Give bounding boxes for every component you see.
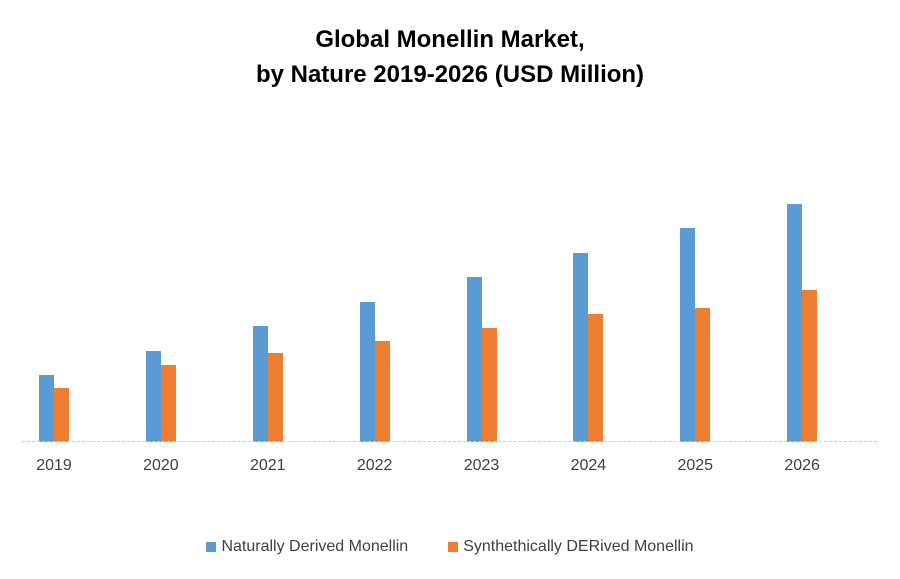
legend-label: Naturally Derived Monellin [221, 538, 409, 555]
x-axis-line [22, 441, 877, 442]
bar-2025-synthetically-derived [695, 308, 711, 442]
bar-2026-naturally-derived [787, 204, 803, 442]
plot-area [22, 130, 877, 442]
bar-2022-synthetically-derived [374, 341, 390, 442]
bar-2026-synthetically-derived [802, 290, 818, 442]
x-tick-label: 2025 [677, 457, 714, 474]
x-tick-label: 2020 [143, 457, 179, 474]
legend-label: Synthethically DERived Monellin [463, 538, 694, 555]
bar-2021-naturally-derived [252, 326, 268, 442]
bar-2019-synthetically-derived [54, 388, 69, 442]
chart-title: Global Monellin Market, by Nature 2019-2… [0, 22, 900, 92]
chart-title-line-1: Global Monellin Market, [315, 26, 585, 53]
chart-title-line-2: by Nature 2019-2026 (USD Million) [255, 61, 645, 88]
x-tick-label: 2023 [463, 457, 500, 474]
legend-swatch-orange [448, 542, 459, 552]
legend-swatch-blue [206, 542, 217, 552]
x-tick-label: 2026 [784, 457, 820, 474]
bar-2024-naturally-derived [573, 253, 589, 442]
bar-2021-synthetically-derived [267, 353, 283, 442]
bar-2023-synthetically-derived [481, 328, 497, 442]
bar-2023-naturally-derived [466, 277, 482, 442]
x-tick-label: 2024 [570, 457, 607, 474]
x-tick-label: 2022 [356, 457, 393, 474]
legend-item-synthetically-derived: Synthethically DERived Monellin [448, 538, 694, 556]
x-tick-label: 2019 [36, 457, 72, 474]
bar-2019-naturally-derived [39, 375, 54, 442]
legend-item-naturally-derived: Naturally Derived Monellin [206, 538, 408, 556]
x-tick-label: 2021 [249, 457, 286, 474]
legend: Naturally Derived Monellin Synthethicall… [0, 538, 900, 556]
bar-2020-naturally-derived [145, 351, 161, 442]
bar-2020-synthetically-derived [160, 365, 176, 442]
bar-2022-naturally-derived [359, 302, 375, 442]
bar-2025-naturally-derived [680, 228, 696, 442]
bar-2024-synthetically-derived [588, 314, 604, 442]
